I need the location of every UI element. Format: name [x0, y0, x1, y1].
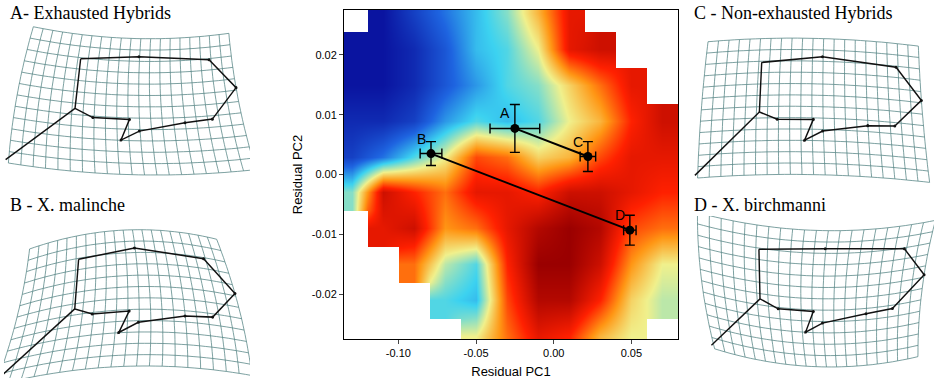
svg-text:0.00: 0.00: [543, 347, 564, 359]
svg-text:-0.01: -0.01: [312, 228, 337, 240]
svg-text:0.02: 0.02: [315, 49, 336, 61]
svg-text:B: B: [417, 131, 426, 147]
html-text:C - Non-exhausted Hybrids: C - Non-exhausted Hybrids: [694, 3, 893, 23]
html-text:B - X. malinche: B - X. malinche: [10, 195, 125, 215]
svg-text:Residual PC1: Residual PC1: [471, 364, 551, 379]
html-text:A- Exhausted Hybrids: A- Exhausted Hybrids: [10, 3, 171, 23]
svg-text:A: A: [500, 105, 510, 121]
svg-text:Residual PC2: Residual PC2: [290, 135, 305, 215]
svg-text:-0.10: -0.10: [386, 347, 411, 359]
html-text:D - X. birchmanni: D - X. birchmanni: [694, 195, 826, 215]
svg-text:D: D: [615, 207, 625, 223]
svg-text:0.01: 0.01: [315, 109, 336, 121]
svg-text:-0.02: -0.02: [312, 288, 337, 300]
svg-text:-0.05: -0.05: [464, 347, 489, 359]
svg-text:C: C: [573, 134, 583, 150]
svg-text:0.05: 0.05: [621, 347, 642, 359]
svg-text:0.00: 0.00: [315, 168, 336, 180]
